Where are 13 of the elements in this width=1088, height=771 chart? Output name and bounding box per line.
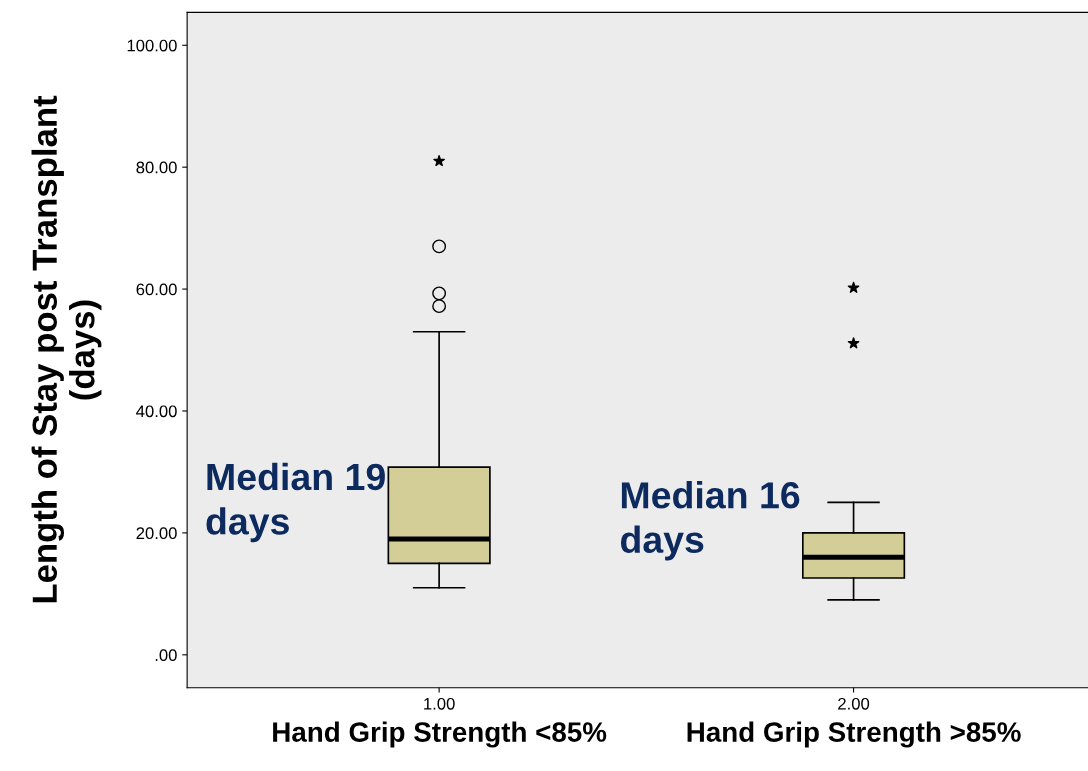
text: Hand Grip Strength <85% <box>273 721 607 748</box>
x-tick-label: 1.00 <box>424 697 455 710</box>
text: Hand Grip Strength >85% <box>687 721 1021 748</box>
y-tick-label: .00 <box>155 649 177 662</box>
y-tick-label: 80.00 <box>136 161 177 174</box>
y-tick-label: 20.00 <box>136 527 177 540</box>
annotation: Median 19 days <box>206 462 385 543</box>
y-tick-label: 40.00 <box>136 405 177 418</box>
annotation: Median 16 days <box>620 481 800 561</box>
y-tick-label: 100.00 <box>127 39 177 52</box>
y-tick-label: 60.00 <box>136 283 177 296</box>
x-tick-label: 2.00 <box>838 697 870 710</box>
y-axis-title: Length of Stay post Transplant (days) <box>31 95 102 603</box>
